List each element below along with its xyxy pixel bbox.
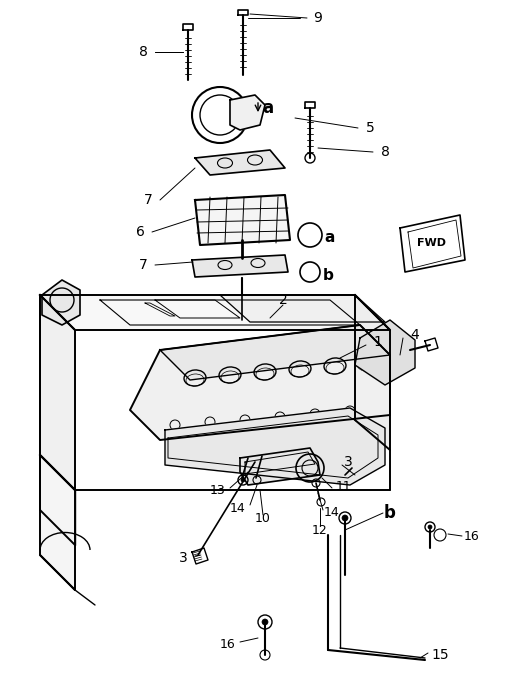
Text: l: l [38,423,42,437]
Polygon shape [400,215,465,272]
Text: b: b [322,269,334,284]
Polygon shape [192,548,208,564]
Polygon shape [192,255,288,277]
Polygon shape [305,102,315,108]
Polygon shape [230,95,265,130]
Text: 3: 3 [179,551,188,565]
Text: 13: 13 [210,484,226,497]
Polygon shape [42,280,80,325]
Text: FWD: FWD [417,238,447,248]
Polygon shape [40,455,75,590]
Text: 5: 5 [366,121,375,135]
Text: 11: 11 [336,480,352,493]
Polygon shape [355,320,415,385]
Polygon shape [40,295,75,490]
Text: 14: 14 [230,502,246,515]
Text: 15: 15 [431,648,449,662]
Text: 2: 2 [278,293,287,307]
Polygon shape [183,24,193,30]
Text: 1: 1 [374,335,382,349]
Polygon shape [195,150,285,175]
Text: 3: 3 [343,455,353,469]
Polygon shape [355,295,390,450]
Polygon shape [40,295,390,330]
Text: 9: 9 [314,11,322,25]
Polygon shape [130,325,390,440]
Text: 14: 14 [324,506,340,519]
Polygon shape [240,448,320,485]
Polygon shape [238,10,248,15]
Text: 16: 16 [464,530,480,543]
Text: 8: 8 [381,145,389,159]
Text: 7: 7 [144,193,152,207]
Polygon shape [165,408,385,485]
Circle shape [241,478,245,482]
Polygon shape [160,325,390,380]
Text: b: b [384,504,396,522]
Polygon shape [425,338,438,351]
Polygon shape [195,195,290,245]
Text: 6: 6 [135,225,145,239]
Text: 16: 16 [220,638,236,651]
Text: a: a [263,99,273,117]
Text: 7: 7 [138,258,147,272]
Text: 8: 8 [138,45,148,59]
Polygon shape [220,295,385,322]
Text: a: a [325,231,335,245]
Text: 4: 4 [411,328,420,342]
Circle shape [262,619,268,625]
Text: 10: 10 [255,512,271,524]
Circle shape [428,525,432,529]
Circle shape [342,515,348,521]
Text: 12: 12 [312,523,328,537]
